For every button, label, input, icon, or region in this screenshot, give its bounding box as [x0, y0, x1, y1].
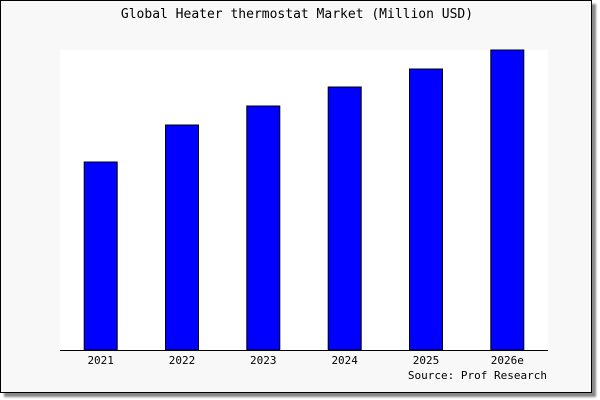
- x-tick-label: 2023: [250, 354, 277, 367]
- bar-2025: [409, 68, 443, 351]
- x-tick-label: 2021: [87, 354, 114, 367]
- x-tick-label: 2024: [331, 354, 358, 367]
- bar-2022: [165, 124, 199, 351]
- plot-area: [60, 50, 548, 350]
- source-note: Source: Prof Research: [407, 369, 547, 382]
- x-tick-label: 2025: [413, 354, 440, 367]
- bar-2021: [83, 161, 118, 351]
- x-tick-label: 2026e: [491, 354, 524, 367]
- bar-2026e: [490, 49, 525, 351]
- chart-title: Global Heater thermostat Market (Million…: [120, 7, 474, 22]
- bar-2023: [246, 105, 281, 351]
- bar-2024: [327, 86, 362, 351]
- x-tick-label: 2022: [169, 354, 196, 367]
